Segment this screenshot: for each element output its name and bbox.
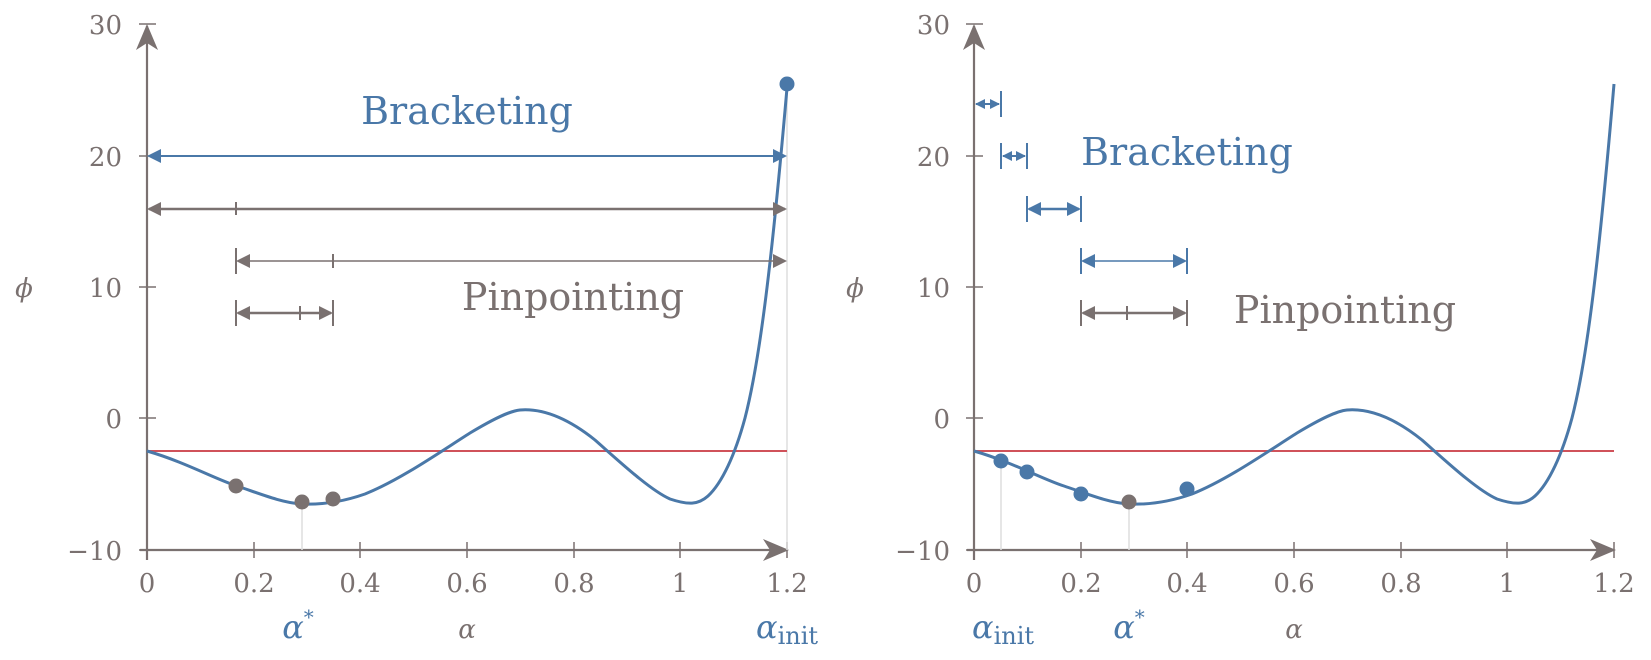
y-axis-label: ϕ <box>846 274 864 304</box>
y-tick-label: −10 <box>67 537 122 567</box>
alpha-star-point <box>1121 494 1137 510</box>
y-tick-label: 0 <box>105 405 122 435</box>
x-tick-label: 0 <box>139 569 156 599</box>
bracketing-label: Bracketing <box>1081 130 1293 174</box>
x-tick-label: 0.2 <box>1060 569 1101 599</box>
alpha-star-label: α* <box>282 605 314 646</box>
bracketing-label: Bracketing <box>361 89 573 133</box>
x-tick-label: 1.2 <box>1593 569 1634 599</box>
alpha-init-label: αinit <box>756 608 818 650</box>
phi-curve-main <box>146 87 789 506</box>
x-tick-label: 1.2 <box>766 569 807 599</box>
y-axis-label: ϕ <box>15 274 33 304</box>
x-tick-label: 0.4 <box>1166 569 1207 599</box>
x-tick-label: 0.4 <box>339 569 380 599</box>
y-tick-label: 30 <box>89 11 122 41</box>
pinpointing-label: Pinpointing <box>1234 288 1456 332</box>
x-tick-label: 0 <box>966 569 983 599</box>
x-tick-label: 0.6 <box>446 569 487 599</box>
bracket-point <box>1179 481 1195 497</box>
pinpoint-point <box>325 491 341 507</box>
pinpointing-label: Pinpointing <box>462 275 684 319</box>
x-tick-label: 1 <box>672 569 689 599</box>
pinpoint-point <box>228 478 244 494</box>
y-tick-label: −10 <box>895 537 950 567</box>
x-tick-label: 0.6 <box>1273 569 1314 599</box>
phi-curve <box>973 83 1616 506</box>
right-chart: 30 20 10 0 −10 ϕ 0 0.2 0.4 0.6 0.8 1 1.2… <box>846 11 1635 650</box>
x-tick-label: 0.8 <box>1380 569 1421 599</box>
left-chart: 30 20 10 0 −10 ϕ 0 0.2 0.4 0.6 0.8 1 1.2… <box>15 11 818 650</box>
alpha-init-point <box>779 76 795 92</box>
alpha-init-label: αinit <box>972 608 1034 650</box>
x-axis-ticks <box>973 542 1615 560</box>
y-tick-label: 10 <box>89 274 122 304</box>
x-tick-label: 0.8 <box>553 569 594 599</box>
y-tick-label: 30 <box>917 11 950 41</box>
x-axis-label: α <box>1285 615 1303 645</box>
bracket-point <box>1019 464 1035 480</box>
alpha-star-label: α* <box>1113 605 1145 646</box>
bracket-point <box>1073 486 1089 502</box>
x-tick-label: 0.2 <box>233 569 274 599</box>
y-tick-label: 10 <box>917 274 950 304</box>
y-tick-label: 20 <box>89 143 122 173</box>
x-tick-label: 1 <box>1499 569 1516 599</box>
y-tick-label: 0 <box>933 405 950 435</box>
x-axis-label: α <box>458 615 476 645</box>
alpha-star-point <box>294 494 310 510</box>
bracket-point <box>993 453 1009 469</box>
y-tick-label: 20 <box>917 143 950 173</box>
